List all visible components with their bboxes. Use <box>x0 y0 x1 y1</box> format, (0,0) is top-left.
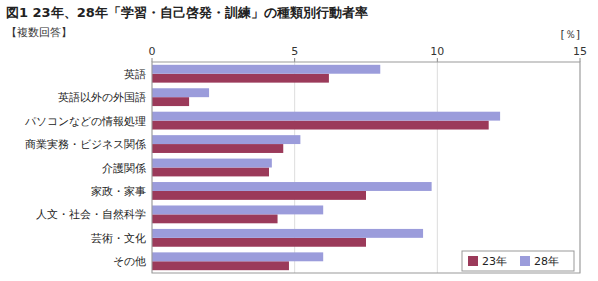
category-label: パソコンなどの情報処理 <box>24 115 146 128</box>
tick-mark <box>152 58 153 62</box>
bar <box>152 229 423 238</box>
bars <box>152 65 500 270</box>
bar <box>152 191 366 200</box>
tick-label: 15 <box>573 45 587 58</box>
bar <box>152 205 323 214</box>
category-label: 英語以外の外国語 <box>58 91 146 104</box>
category-label: 芸術・文化 <box>91 232 146 245</box>
tick-mark <box>580 58 581 62</box>
category-label: その他 <box>113 255 146 268</box>
legend-frame <box>462 251 574 271</box>
bar <box>152 261 289 270</box>
bar <box>152 97 189 106</box>
legend-label: 28年 <box>534 255 559 268</box>
bar <box>152 135 300 144</box>
bar <box>152 121 489 130</box>
subtitle: 【複数回答】 <box>6 26 72 39</box>
legend-swatch <box>468 256 478 266</box>
bar <box>152 252 323 261</box>
bar <box>152 238 366 247</box>
bar <box>152 214 278 223</box>
bar <box>152 144 283 153</box>
bar <box>152 168 269 177</box>
category-label: 家政・家事 <box>91 185 146 198</box>
category-label: 商業実務・ビジネス関係 <box>25 138 146 151</box>
category-label: 英語 <box>124 68 146 81</box>
category-label: 人文・社会・自然科学 <box>36 208 146 221</box>
tick-label: 0 <box>149 45 156 58</box>
legend: 23年 28年 <box>462 251 574 271</box>
bar <box>152 182 432 191</box>
legend-swatch <box>520 256 530 266</box>
axis-label: [％] <box>560 28 580 41</box>
bar <box>152 65 380 74</box>
legend-label: 23年 <box>482 255 507 268</box>
plot-frame <box>152 62 580 273</box>
tick-mark <box>294 58 295 62</box>
tick-mark <box>437 58 438 62</box>
chart: 図1 23年、28年「学習・自己啓発・訓練」の種類別行動者率【複数回答】 [％] 0… <box>0 0 598 281</box>
bar <box>152 74 329 83</box>
bar <box>152 88 209 97</box>
category-label: 介護関係 <box>102 162 146 175</box>
title: 図1 23年、28年「学習・自己啓発・訓練」の種類別行動者率 <box>6 5 368 20</box>
bar <box>152 159 272 168</box>
tick-label: 10 <box>430 45 444 58</box>
grid-line <box>437 62 438 273</box>
tick-label: 5 <box>291 45 298 58</box>
bar <box>152 112 500 121</box>
